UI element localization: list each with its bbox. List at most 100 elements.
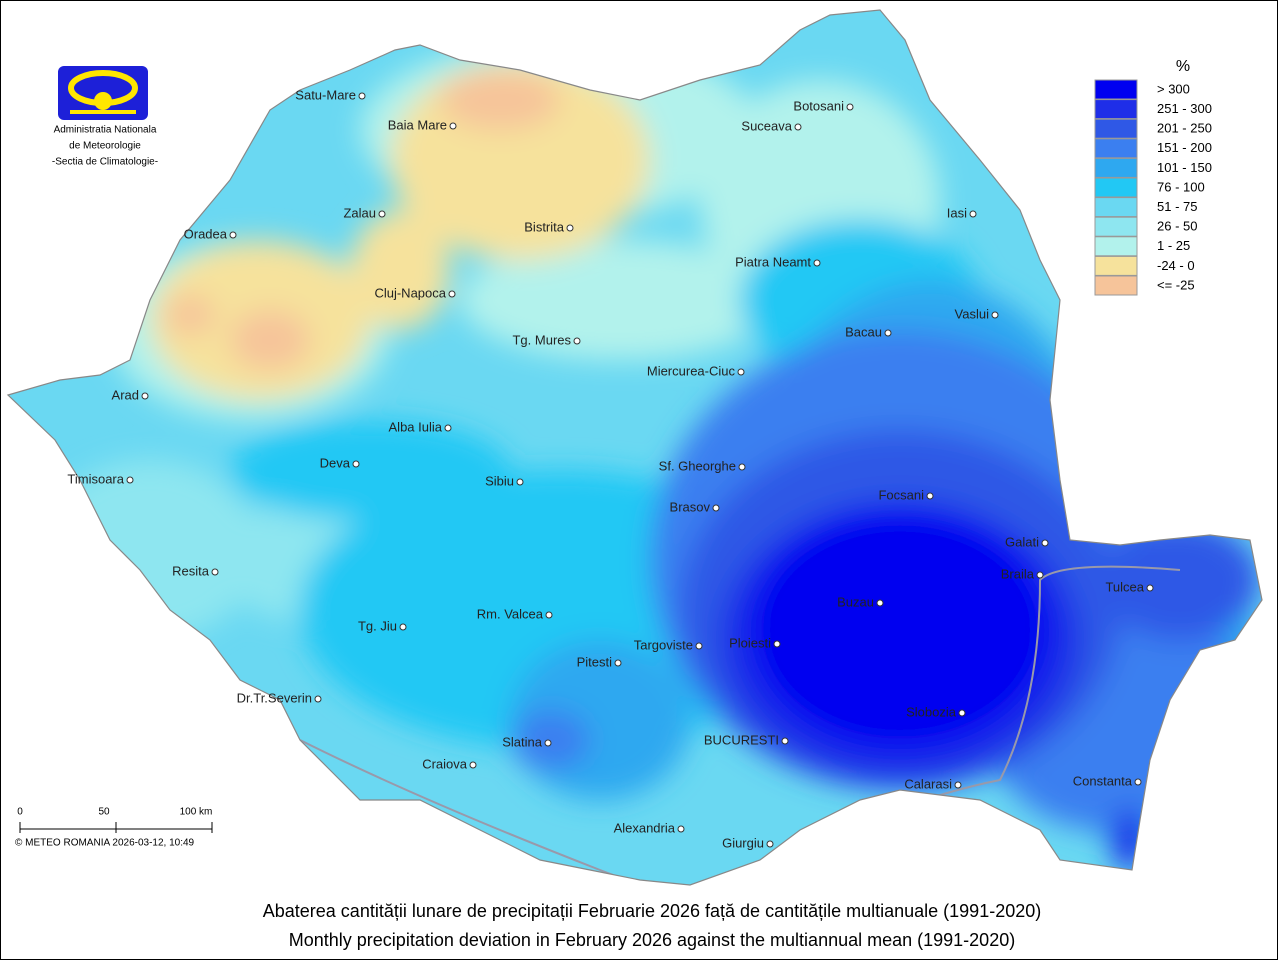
legend-label: 51 - 75 <box>1157 199 1197 214</box>
city-marker <box>695 642 703 650</box>
map-title: Abaterea cantității lunare de precipitaț… <box>263 901 1041 921</box>
city-label: Baia Mare <box>388 117 447 132</box>
legend-swatch <box>1094 197 1138 218</box>
zone-blob <box>230 420 510 520</box>
city-label: Oradea <box>184 226 228 241</box>
city-label: Rm. Valcea <box>477 606 544 621</box>
city-label: Ploiesti <box>729 635 771 650</box>
cities: Satu-Mare Baia Mare Zalau Oradea Bistrita Clu… <box>67 87 1154 850</box>
city-marker <box>969 210 977 218</box>
city-marker <box>126 476 134 484</box>
city-label: Giurgiu <box>722 835 764 850</box>
legend-label: 76 - 100 <box>1157 179 1205 194</box>
city-marker <box>573 337 581 345</box>
city-label: Focsani <box>878 487 924 502</box>
city-marker <box>738 463 746 471</box>
city-label: Tg. Jiu <box>358 618 397 633</box>
legend-swatch <box>1094 255 1138 276</box>
city-marker <box>773 640 781 648</box>
city-marker <box>926 492 934 500</box>
city-label: Slobozia <box>906 704 957 719</box>
city-marker <box>378 210 386 218</box>
city-marker <box>444 424 452 432</box>
city-marker <box>352 460 360 468</box>
city-label: Alexandria <box>614 820 676 835</box>
city-marker <box>677 825 685 833</box>
city-label: Iasi <box>947 205 967 220</box>
city-marker <box>846 103 854 111</box>
legend-swatch <box>1094 79 1138 100</box>
city-marker <box>399 623 407 631</box>
city-marker <box>314 695 322 703</box>
legend-swatch <box>1094 177 1138 198</box>
city-label: Piatra Neamt <box>735 254 811 269</box>
legend-swatch <box>1094 216 1138 237</box>
city-marker <box>566 224 574 232</box>
logo-text: de Meteorologie <box>69 141 141 152</box>
city-marker <box>544 739 552 747</box>
country-border <box>6 9 1263 886</box>
legend-label: -24 - 0 <box>1157 258 1195 273</box>
city-label: Calarasi <box>904 776 952 791</box>
city-marker <box>229 231 237 239</box>
city-label: Dr.Tr.Severin <box>237 690 312 705</box>
city-label: Zalau <box>343 205 376 220</box>
city-label: Sibiu <box>485 473 514 488</box>
city-label: Vaslui <box>955 306 990 321</box>
zone-blob <box>1100 520 1260 640</box>
city-marker <box>141 392 149 400</box>
zone-blob <box>750 510 1050 750</box>
city-label: Tg. Mures <box>512 332 571 347</box>
city-marker <box>1036 571 1044 579</box>
city-label: Tulcea <box>1105 579 1144 594</box>
city-marker <box>449 122 457 130</box>
city-marker <box>1134 778 1142 786</box>
legend-swatch <box>1094 118 1138 139</box>
city-label: Sf. Gheorghe <box>659 458 736 473</box>
map-title: Monthly precipitation deviation in Febru… <box>289 930 1015 950</box>
scale-label: 50 <box>98 807 110 818</box>
legend-title: % <box>1176 58 1190 75</box>
city-marker <box>954 781 962 789</box>
legend-label: <= -25 <box>1157 277 1195 292</box>
zone-blob <box>510 710 590 770</box>
city-label: Cluj-Napoca <box>374 285 446 300</box>
city-marker <box>614 659 622 667</box>
zone-blob <box>460 240 780 360</box>
city-label: Galati <box>1005 534 1039 549</box>
copyright: © METEO ROMANIA 2026-03-12, 10:49 <box>15 838 195 849</box>
city-label: Brasov <box>670 499 711 514</box>
city-label: Miercurea-Ciuc <box>647 363 736 378</box>
city-label: Suceava <box>741 118 792 133</box>
zone-blob <box>230 310 310 370</box>
city-label: Bacau <box>845 324 882 339</box>
city-label: Deva <box>320 455 351 470</box>
city-marker <box>358 92 366 100</box>
logo-text: Administratia Nationala <box>54 125 157 136</box>
city-marker <box>1041 539 1049 547</box>
zone-blob <box>350 210 450 330</box>
scale-label: 100 km <box>180 807 213 818</box>
scale-label: 0 <box>17 807 23 818</box>
city-label: Buzau <box>837 594 874 609</box>
legend-label: > 300 <box>1157 81 1190 96</box>
city-label: Arad <box>112 387 139 402</box>
city-marker <box>958 709 966 717</box>
city-marker <box>737 368 745 376</box>
city-marker <box>516 478 524 486</box>
legend-swatch <box>1094 138 1138 159</box>
city-marker <box>884 329 892 337</box>
city-label: Bistrita <box>524 219 565 234</box>
city-label: Targoviste <box>634 637 693 652</box>
legend-label: 151 - 200 <box>1157 140 1212 155</box>
city-label: Braila <box>1001 566 1035 581</box>
legend: % > 300 251 - 300 201 - 250 151 - 200 101 - 1… <box>1094 58 1212 296</box>
city-label: Pitesti <box>577 654 613 669</box>
city-marker <box>448 290 456 298</box>
logo <box>58 66 148 120</box>
city-label: Craiova <box>422 756 468 771</box>
legend-label: 251 - 300 <box>1157 101 1212 116</box>
city-label: Alba Iulia <box>389 419 443 434</box>
